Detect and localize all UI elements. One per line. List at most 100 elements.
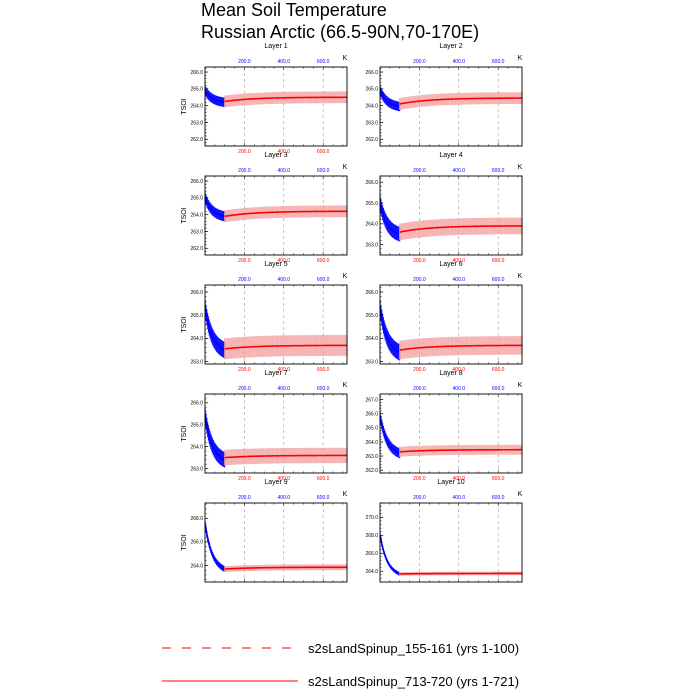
layer-8-title: Layer 8: [439, 370, 462, 377]
layer-9-unit: K: [343, 491, 348, 498]
layer-7-ytick-label-263: 263.0: [190, 466, 203, 472]
figure-title-line-1: Mean Soil Temperature: [201, 0, 387, 20]
legend: s2sLandSpinup_155-161 (yrs 1-100) s2sLan…: [162, 641, 519, 689]
layer-10-xtop-label-200: 200.0: [413, 495, 426, 501]
layer-9-xtop-label-600: 600.0: [317, 495, 330, 501]
layer-3-xbottom-label-600: 600.0: [317, 258, 330, 264]
layer-6-series-1-line: [379, 308, 401, 354]
layer-4-series-2-line: [399, 225, 523, 233]
layer-2-series-2-line: [399, 97, 522, 105]
layer-3-ytick-label-264: 264.0: [190, 212, 203, 218]
layer-9-series-2-line: [224, 566, 347, 570]
layer-5-series-2-line: [224, 344, 347, 350]
layer-10-ytick-label-268: 268.0: [365, 533, 378, 539]
layer-4-series-1-line: [379, 202, 400, 235]
layer-8-frame: [379, 393, 523, 474]
layer-6-xtop-label-600: 600.0: [492, 277, 505, 283]
layer-6-xtop-label-200: 200.0: [413, 277, 426, 283]
layer-9-frame: [204, 502, 348, 583]
layer-5-xtop-label-600: 600.0: [317, 277, 330, 283]
layer-6-title: Layer 6: [439, 261, 462, 268]
layer-8-series-1-line: [379, 416, 401, 454]
layer-1-ytick-label-265: 265.0: [190, 87, 203, 93]
legend-label-1: s2sLandSpinup_155-161 (yrs 1-100): [308, 641, 519, 656]
layer-7-unit: K: [343, 382, 348, 389]
layer-1-ytick-label-263: 263.0: [190, 120, 203, 126]
layer-8-xtop-label-200: 200.0: [413, 386, 426, 392]
layer-8-ytick-label-265: 265.0: [365, 426, 378, 432]
layer-7-ylabel: TSOI: [181, 425, 188, 441]
layer-2-unit: K: [518, 55, 523, 62]
layer-4-ytick-label-265: 265.0: [365, 201, 378, 207]
layer-7-title: Layer 7: [264, 370, 287, 377]
layer-6-ytick-label-265: 265.0: [365, 313, 378, 319]
layer-2-xtop-label-200: 200.0: [413, 59, 426, 65]
layer-1-unit: K: [343, 55, 348, 62]
layer-8-ytick-label-266: 266.0: [365, 412, 378, 418]
layer-5-unit: K: [343, 273, 348, 280]
layer-10-panel: Layer 10 K 264.0 266.0 268.0 270.0 200.0 400.0 6…: [365, 479, 523, 583]
layer-10-xtop-label-600: 600.0: [492, 495, 505, 501]
layer-5-xtop-label-400: 400.0: [278, 277, 291, 283]
layer-8-xbottom-label-200: 200.0: [413, 476, 426, 482]
layer-7-xbottom-label-200: 200.0: [238, 476, 251, 482]
layer-4-xbottom-label-200: 200.0: [413, 258, 426, 264]
layer-3-ytick-label-262: 262.0: [190, 246, 203, 252]
layer-7-xtop-label-200: 200.0: [238, 386, 251, 392]
layer-8-ytick-label-263: 263.0: [365, 454, 378, 460]
layer-9-title: Layer 9: [264, 479, 287, 486]
layer-10-frame: [379, 502, 523, 583]
layer-5-xbottom-label-600: 600.0: [317, 367, 330, 373]
layer-4-unit: K: [518, 164, 523, 171]
layer-10-ytick-label-264: 264.0: [365, 569, 378, 575]
layer-8-xbottom-label-400: 400.0: [453, 476, 466, 482]
layer-6-ytick-label-263: 263.0: [365, 359, 378, 365]
layer-3-xtop-label-200: 200.0: [238, 168, 251, 174]
layer-4-xbottom-label-600: 600.0: [492, 258, 505, 264]
layer-5-xtop-label-200: 200.0: [238, 277, 251, 283]
layer-4-ytick-label-263: 263.0: [365, 242, 378, 248]
layer-2-ytick-label-262: 262.0: [365, 137, 378, 143]
layer-3-ytick-label-263: 263.0: [190, 229, 203, 235]
layer-3-ytick-label-266: 266.0: [190, 179, 203, 185]
layer-7-ytick-label-266: 266.0: [190, 401, 203, 407]
layer-1-xtop-label-200: 200.0: [238, 59, 251, 65]
layer-3-ytick-label-265: 265.0: [190, 196, 203, 202]
layer-1-ytick-label-262: 262.0: [190, 137, 203, 143]
layer-5-panel: Layer 5 K TSOI 263.0 264.0 265.0 266.0 200.0 400…: [181, 261, 348, 373]
layer-3-xtop-label-400: 400.0: [278, 168, 291, 174]
layer-6-xbottom-label-200: 200.0: [413, 367, 426, 373]
layer-3-xbottom-label-200: 200.0: [238, 258, 251, 264]
layer-7-xbottom-label-600: 600.0: [317, 476, 330, 482]
layer-7-xbottom-label-400: 400.0: [278, 476, 291, 482]
layer-8-xtop-label-600: 600.0: [492, 386, 505, 392]
layer-8-series-2-line: [399, 448, 523, 453]
layer-2-ytick-label-266: 266.0: [365, 70, 378, 76]
legend-label-2: s2sLandSpinup_713-720 (yrs 1-721): [308, 674, 519, 689]
layer-9-ylabel: TSOI: [181, 534, 188, 550]
figure-title-line-2: Russian Arctic (66.5-90N,70-170E): [201, 22, 479, 42]
layer-1-xbottom-label-400: 400.0: [278, 149, 291, 155]
layer-4-ytick-label-266: 266.0: [365, 180, 378, 186]
layer-1-ytick-label-264: 264.0: [190, 103, 203, 109]
layer-4-xtop-label-200: 200.0: [413, 168, 426, 174]
layer-7-panel: Layer 7 K TSOI 263.0 264.0 265.0 266.0 200.0 400…: [181, 370, 348, 482]
layer-10-ytick-label-270: 270.0: [365, 515, 378, 521]
layer-2-ytick-label-263: 263.0: [365, 120, 378, 126]
layer-9-xtop-label-400: 400.0: [278, 495, 291, 501]
layer-5-series-1-line: [204, 308, 226, 351]
layer-1-xbottom-label-600: 600.0: [317, 149, 330, 155]
layer-2-xtop-label-600: 600.0: [492, 59, 505, 65]
layer-2-panel: Layer 2 K 262.0 263.0 264.0 265.0 266.0 200.0 40…: [365, 43, 523, 147]
layer-3-xtop-label-600: 600.0: [317, 168, 330, 174]
layer-9-panel: Layer 9 K TSOI 264.0 266.0 268.0 200.0 400.0 600…: [181, 479, 348, 583]
layer-3-xbottom-label-400: 400.0: [278, 258, 291, 264]
layer-7-xtop-label-600: 600.0: [317, 386, 330, 392]
layer-9-ytick-label-268: 268.0: [190, 516, 203, 522]
layer-4-title: Layer 4: [439, 152, 462, 159]
layer-6-ytick-label-266: 266.0: [365, 290, 378, 296]
layer-5-ytick-label-265: 265.0: [190, 313, 203, 319]
layer-9-xtop-label-200: 200.0: [238, 495, 251, 501]
layer-4-xbottom-label-400: 400.0: [453, 258, 466, 264]
layer-9-series-1-line: [204, 524, 226, 570]
